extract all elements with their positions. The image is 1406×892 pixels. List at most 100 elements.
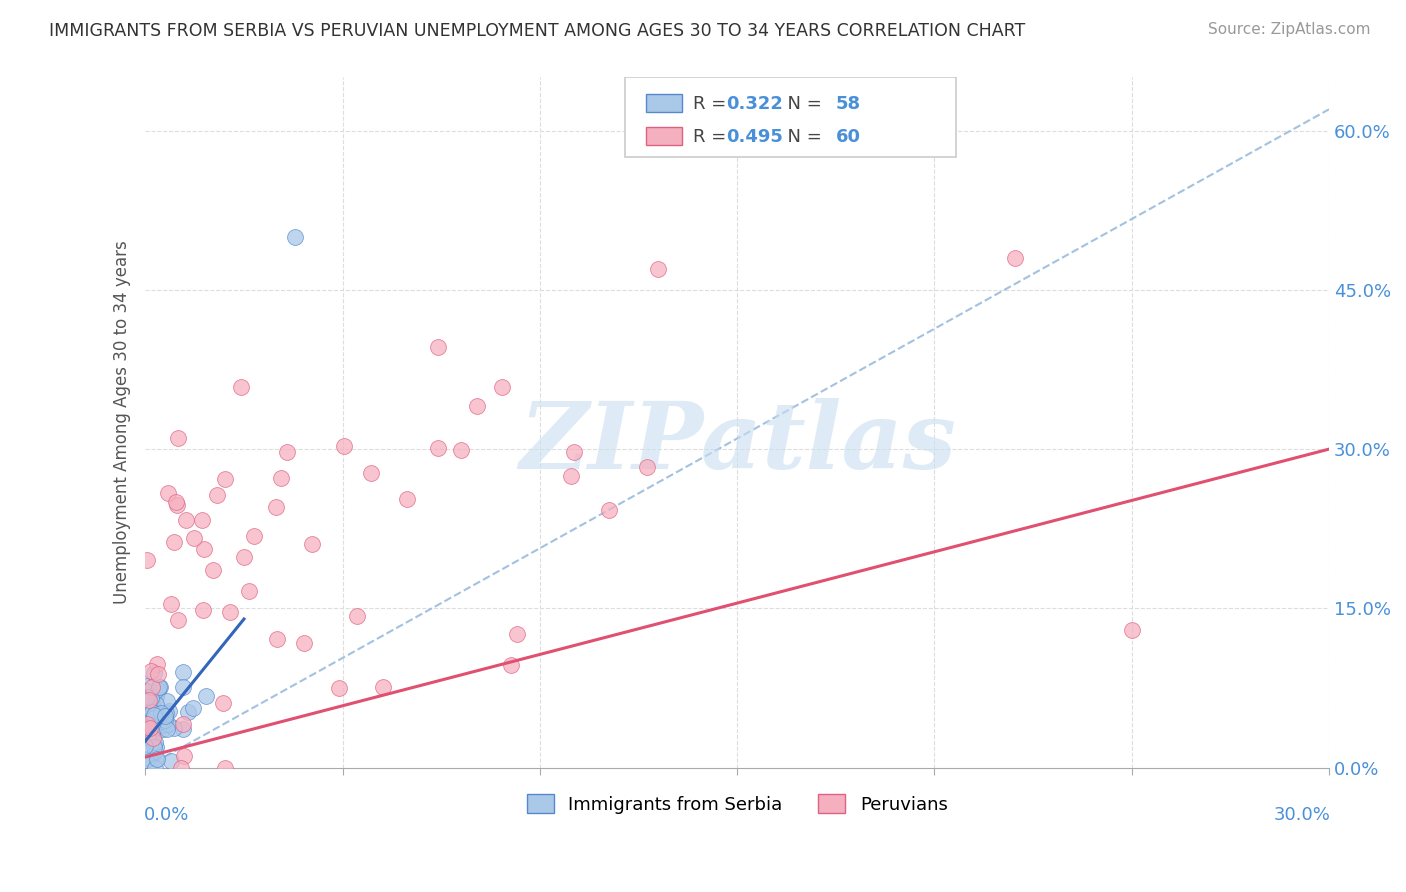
Point: [139, 706, 162, 720]
Point: [155, 706, 177, 720]
Text: 60: 60: [835, 128, 860, 145]
Point: [172, 665, 194, 680]
Point: [143, 739, 166, 754]
Point: [157, 486, 180, 500]
Point: [145, 690, 167, 704]
Point: [155, 714, 177, 728]
Point: [139, 724, 162, 739]
Point: [450, 442, 472, 457]
Point: [142, 722, 165, 736]
Point: [560, 469, 582, 483]
Point: [205, 488, 228, 502]
Y-axis label: Unemployment Among Ages 30 to 34 years: Unemployment Among Ages 30 to 34 years: [114, 241, 131, 605]
Point: [202, 563, 225, 577]
Point: [491, 379, 513, 393]
Text: R =: R =: [693, 128, 733, 145]
Point: [142, 708, 165, 723]
Point: [212, 697, 235, 711]
Point: [163, 535, 186, 549]
Point: [371, 680, 394, 694]
Point: [181, 701, 204, 715]
Point: [562, 444, 585, 458]
Text: IMMIGRANTS FROM SERBIA VS PERUVIAN UNEMPLOYMENT AMONG AGES 30 TO 34 YEARS CORREL: IMMIGRANTS FROM SERBIA VS PERUVIAN UNEMP…: [49, 22, 1025, 40]
Point: [176, 705, 198, 719]
Text: 0.322: 0.322: [727, 95, 783, 112]
Point: [146, 657, 169, 671]
Point: [157, 717, 180, 731]
Point: [143, 761, 166, 775]
Text: 0.495: 0.495: [727, 128, 783, 145]
Point: [190, 513, 212, 527]
Point: [233, 549, 256, 564]
Point: [636, 460, 658, 475]
Point: [138, 720, 160, 734]
Point: [396, 491, 419, 506]
Point: [146, 683, 169, 698]
Point: [465, 399, 488, 413]
Point: [142, 731, 165, 745]
Point: [173, 748, 195, 763]
Point: [142, 723, 165, 737]
Point: [135, 690, 157, 705]
Point: [328, 681, 350, 696]
Point: [427, 441, 450, 455]
Point: [143, 735, 166, 749]
Point: [172, 722, 194, 736]
Point: [346, 608, 368, 623]
Point: [165, 495, 187, 509]
Point: [160, 598, 183, 612]
Point: [264, 500, 287, 514]
Point: [136, 717, 159, 731]
Text: 58: 58: [835, 95, 860, 112]
Point: [270, 471, 292, 485]
Point: [598, 503, 620, 517]
Point: [156, 723, 179, 737]
Bar: [645, 95, 682, 112]
Point: [167, 613, 190, 627]
Point: [139, 731, 162, 745]
Text: N =: N =: [776, 95, 828, 112]
Point: [135, 753, 157, 767]
Point: [138, 721, 160, 735]
Point: [150, 714, 173, 729]
Point: [647, 261, 669, 276]
Point: [292, 635, 315, 649]
Point: [141, 705, 163, 719]
Text: Source: ZipAtlas.com: Source: ZipAtlas.com: [1208, 22, 1371, 37]
Point: [193, 541, 215, 556]
Point: [176, 513, 198, 527]
Point: [143, 716, 166, 731]
Text: N =: N =: [776, 128, 828, 145]
Point: [143, 706, 166, 720]
Point: [157, 704, 180, 718]
Point: [172, 717, 194, 731]
Point: [143, 711, 166, 725]
Point: [141, 680, 163, 694]
Point: [152, 718, 174, 732]
Point: [301, 536, 323, 550]
Point: [150, 706, 173, 720]
Point: [146, 752, 169, 766]
Text: R =: R =: [693, 95, 733, 112]
Point: [138, 707, 160, 722]
Point: [1121, 623, 1143, 637]
Text: ZIPatlas: ZIPatlas: [519, 399, 956, 488]
Point: [501, 657, 523, 672]
Point: [141, 725, 163, 739]
Point: [214, 761, 236, 775]
Point: [142, 710, 165, 724]
Point: [138, 731, 160, 746]
Point: [149, 681, 172, 695]
Point: [145, 752, 167, 766]
Point: [153, 708, 176, 723]
Point: [146, 710, 169, 724]
Point: [506, 627, 529, 641]
Point: [139, 664, 162, 678]
Legend: Immigrants from Serbia, Peruvians: Immigrants from Serbia, Peruvians: [519, 787, 955, 821]
Point: [238, 583, 260, 598]
Point: [172, 681, 194, 695]
Point: [214, 472, 236, 486]
Point: [135, 553, 157, 567]
Point: [166, 498, 188, 512]
Point: [360, 467, 382, 481]
